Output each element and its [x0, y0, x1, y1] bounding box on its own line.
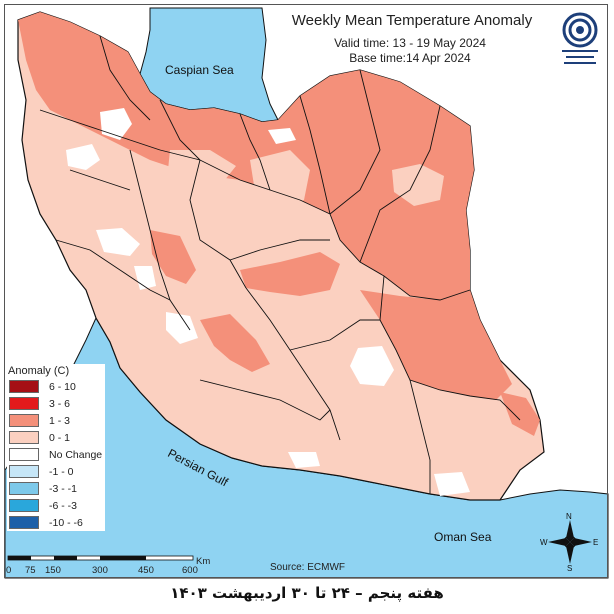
legend-item: -6 - -3: [7, 497, 105, 514]
legend-label: -3 - -1: [49, 482, 78, 495]
legend-swatch: [9, 499, 39, 512]
legend-swatch: [9, 380, 39, 393]
legend-label: -10 - -6: [49, 516, 83, 529]
scale-label-450: 450: [138, 565, 154, 576]
source-credit: Source: ECMWF: [270, 562, 346, 573]
legend-swatch: [9, 465, 39, 478]
legend-label: 1 - 3: [49, 414, 71, 427]
base-time: Base time:14 Apr 2024: [349, 51, 471, 65]
no-change-patch-s2: [434, 472, 470, 496]
legend-label: No Change: [49, 448, 103, 461]
anomaly-zone-west: [150, 230, 196, 284]
institute-logo: [560, 10, 600, 76]
legend-swatch: [9, 516, 39, 529]
persian-caption: هفته پنجم – ۲۴ تا ۳۰ اردیبهشت ۱۴۰۳: [170, 584, 444, 602]
no-change-patch-n: [268, 128, 296, 144]
legend-item: 3 - 6: [7, 395, 105, 412]
no-change-patch-sw: [166, 312, 198, 344]
legend-label: -1 - 0: [49, 465, 74, 478]
legend-item: 1 - 3: [7, 412, 105, 429]
anomaly-patch-east-central: [392, 164, 444, 206]
map-title: Weekly Mean Temperature Anomaly: [291, 12, 533, 29]
legend-label: 3 - 6: [49, 397, 71, 410]
no-change-patch-w2: [96, 228, 140, 256]
compass-rose-icon: [548, 520, 592, 564]
province-borders: [39, 35, 521, 494]
caspian-sea-label: Caspian Sea: [165, 63, 234, 77]
legend-label: 6 - 10: [49, 380, 76, 393]
legend-item: -10 - -6: [7, 514, 105, 531]
scale-label-600: 600: [182, 565, 198, 576]
anomaly-zone-east: [360, 290, 512, 400]
legend-item: -3 - -1: [7, 480, 105, 497]
legend-swatch: [9, 397, 39, 410]
anomaly-zone-south: [200, 314, 270, 372]
anomaly-patch-central-east: [250, 150, 310, 210]
legend-swatch: [9, 448, 39, 461]
oman-sea-label: Oman Sea: [434, 530, 492, 544]
legend: Anomaly (C) 6 - 10 3 - 6 1 - 3 0 - 1 No Chan…: [7, 364, 105, 531]
compass-e: E: [593, 538, 599, 547]
legend-swatch: [9, 482, 39, 495]
anomaly-zone-central: [240, 252, 340, 296]
compass-n: N: [566, 512, 572, 521]
no-change-patch-se: [350, 346, 394, 386]
no-change-patch-nw: [100, 108, 132, 140]
anomaly-zone-southeast: [500, 392, 540, 436]
scale-label-0: 0: [6, 565, 12, 576]
no-change-patch-w3: [134, 266, 156, 290]
scale-bar: [7, 555, 194, 561]
scale-label-300: 300: [92, 565, 108, 576]
anomaly-patch-north-central: [168, 150, 236, 186]
legend-title: Anomaly (C): [8, 365, 70, 377]
compass-w: W: [540, 538, 548, 547]
legend-item: 6 - 10: [7, 378, 105, 395]
valid-time: Valid time: 13 - 19 May 2024: [334, 36, 486, 50]
scale-unit: Km: [196, 556, 211, 567]
scale-label-75: 75: [25, 565, 36, 576]
legend-item: No Change: [7, 446, 105, 463]
scale-label-150: 150: [45, 565, 61, 576]
no-change-patch-s1: [288, 452, 320, 468]
legend-label: -6 - -3: [49, 499, 78, 512]
legend-swatch: [9, 414, 39, 427]
anomaly-zone-north: [18, 12, 474, 300]
legend-label: 0 - 1: [49, 431, 71, 444]
compass-s: S: [567, 564, 573, 573]
legend-item: 0 - 1: [7, 429, 105, 446]
no-change-patch-w1: [66, 144, 100, 170]
legend-item: -1 - 0: [7, 463, 105, 480]
legend-swatch: [9, 431, 39, 444]
